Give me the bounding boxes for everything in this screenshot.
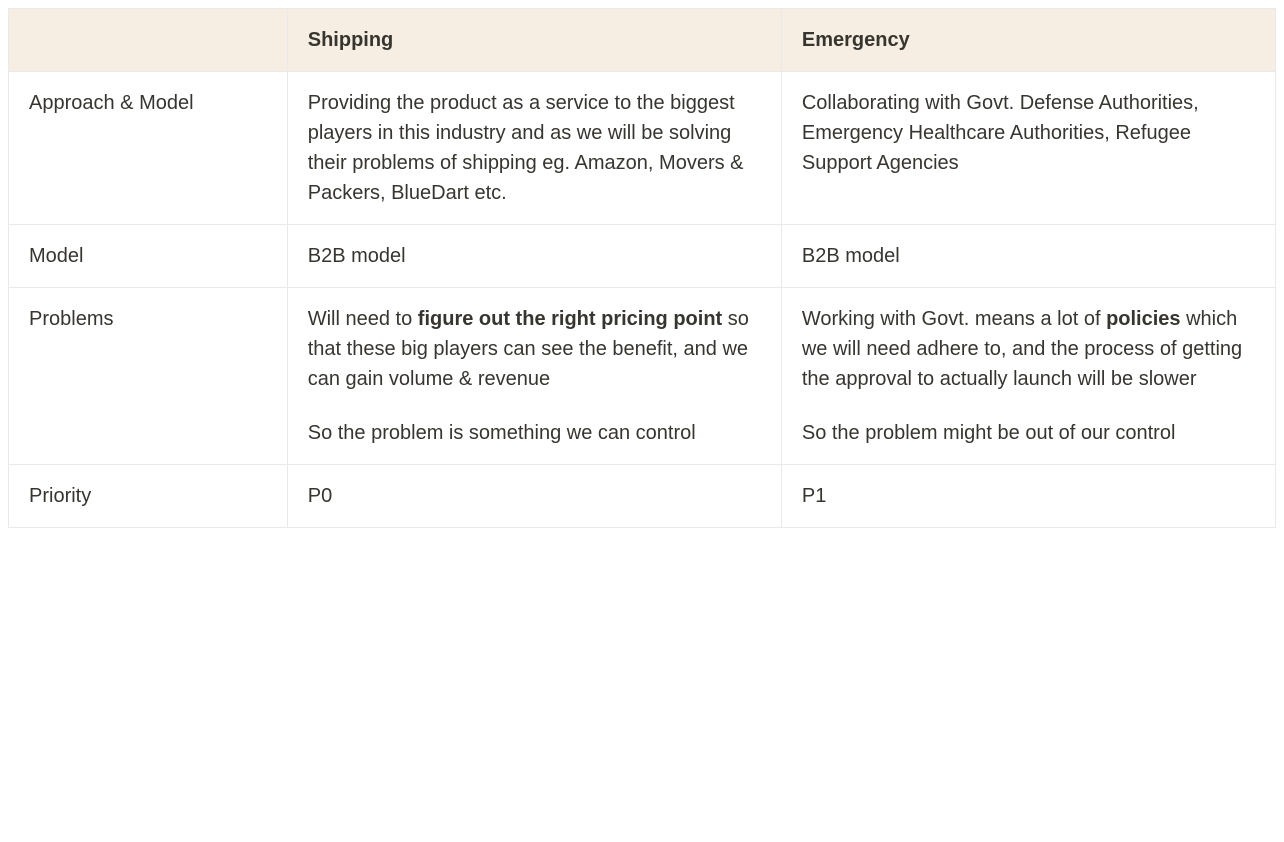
text-segment: So the problem is something we can contr…	[308, 422, 696, 444]
text-segment: Working with Govt. means a lot of	[802, 308, 1106, 330]
row-label: Approach & Model	[9, 72, 288, 225]
cell-emergency: Collaborating with Govt. Defense Authori…	[781, 72, 1275, 225]
table-row: Approach & ModelProviding the product as…	[9, 72, 1276, 225]
row-label: Priority	[9, 465, 288, 528]
header-shipping: Shipping	[287, 9, 781, 72]
cell-paragraph: B2B model	[802, 241, 1255, 271]
text-segment: Providing the product as a service to th…	[308, 92, 744, 204]
row-label: Model	[9, 225, 288, 288]
cell-shipping: Providing the product as a service to th…	[287, 72, 781, 225]
cell-shipping: P0	[287, 465, 781, 528]
header-empty	[9, 9, 288, 72]
cell-emergency: Working with Govt. means a lot of polici…	[781, 288, 1275, 465]
cell-emergency: B2B model	[781, 225, 1275, 288]
table-row: ProblemsWill need to figure out the righ…	[9, 288, 1276, 465]
cell-paragraph: So the problem is something we can contr…	[308, 418, 761, 448]
row-label: Problems	[9, 288, 288, 465]
table-body: Approach & ModelProviding the product as…	[9, 72, 1276, 528]
text-segment: Collaborating with Govt. Defense Authori…	[802, 92, 1199, 174]
cell-paragraph: P0	[308, 481, 761, 511]
text-segment: B2B model	[308, 245, 406, 267]
comparison-table: Shipping Emergency Approach & ModelProvi…	[8, 8, 1276, 528]
cell-paragraph: P1	[802, 481, 1255, 511]
header-emergency: Emergency	[781, 9, 1275, 72]
cell-emergency: P1	[781, 465, 1275, 528]
cell-paragraph: So the problem might be out of our contr…	[802, 418, 1255, 448]
table-row: Priority P0 P1	[9, 465, 1276, 528]
table-header-row: Shipping Emergency	[9, 9, 1276, 72]
bold-text: figure out the right pricing point	[418, 308, 722, 330]
cell-paragraph: B2B model	[308, 241, 761, 271]
text-segment: P1	[802, 485, 826, 507]
bold-text: policies	[1106, 308, 1180, 330]
cell-shipping: B2B model	[287, 225, 781, 288]
cell-paragraph: Working with Govt. means a lot of polici…	[802, 304, 1255, 394]
cell-shipping: Will need to figure out the right pricin…	[287, 288, 781, 465]
table-row: Model B2B model B2B model	[9, 225, 1276, 288]
text-segment: B2B model	[802, 245, 900, 267]
text-segment: So the problem might be out of our contr…	[802, 422, 1176, 444]
text-segment: P0	[308, 485, 332, 507]
cell-paragraph: Will need to figure out the right pricin…	[308, 304, 761, 394]
text-segment: Will need to	[308, 308, 418, 330]
cell-paragraph: Collaborating with Govt. Defense Authori…	[802, 88, 1255, 178]
cell-paragraph: Providing the product as a service to th…	[308, 88, 761, 208]
